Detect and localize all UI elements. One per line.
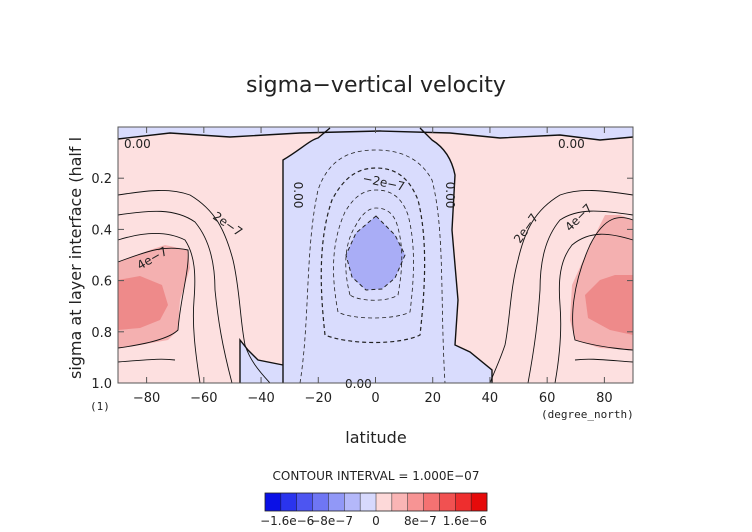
y-tick-label: 0.8 bbox=[91, 326, 112, 341]
y-unit-label: (1) bbox=[90, 400, 110, 413]
x-tick-label: −60 bbox=[190, 391, 217, 406]
colorbar-tick-label: −1.6e−6 bbox=[260, 514, 314, 528]
colorbar-swatch bbox=[423, 493, 440, 511]
negative-region-left-edge bbox=[240, 340, 283, 383]
y-tick-label: 0.2 bbox=[91, 172, 112, 187]
colorbar-swatch bbox=[360, 493, 377, 511]
contour-label: 0.00 bbox=[558, 137, 585, 151]
x-tick-label: −20 bbox=[305, 391, 332, 406]
colorbar-swatch bbox=[280, 493, 298, 511]
x-tick-label: 20 bbox=[424, 391, 441, 406]
colorbar-swatch bbox=[312, 493, 329, 511]
zero-contours bbox=[117, 127, 634, 383]
positive-contours bbox=[117, 190, 634, 384]
colorbar-swatch bbox=[391, 493, 409, 511]
colorbar-swatch bbox=[296, 493, 313, 511]
colorbar-swatch bbox=[455, 493, 472, 511]
colorbar-tick-label: 1.6e−6 bbox=[443, 514, 487, 528]
y-tick-label: 1.0 bbox=[91, 377, 112, 392]
colorbar-tick-label: −8e−7 bbox=[310, 514, 353, 528]
colorbar-swatch bbox=[265, 493, 282, 511]
colorbar-swatch bbox=[471, 493, 488, 511]
colorbar-swatch bbox=[407, 493, 424, 511]
x-tick-label: −40 bbox=[247, 391, 274, 406]
contour-label: 0.00 bbox=[443, 182, 457, 209]
x-axis-label: latitude bbox=[345, 428, 406, 447]
colorbar-swatch bbox=[439, 493, 456, 511]
y-tick-label: 0.4 bbox=[91, 223, 112, 238]
chart-title: sigma−vertical velocity bbox=[246, 73, 506, 98]
positive-region-left-inner bbox=[118, 276, 168, 330]
x-tick-label: −80 bbox=[133, 391, 160, 406]
negative-contours bbox=[299, 149, 446, 384]
y-tick-label: 0.6 bbox=[91, 275, 112, 290]
contour-label: 0.00 bbox=[345, 377, 372, 391]
colorbar bbox=[264, 492, 488, 512]
y-axis-label: sigma at layer interface (half l bbox=[66, 137, 85, 379]
colorbar-ticks: −1.6e−6−8e−7 0 8e−7 1.6e−6 bbox=[260, 514, 487, 528]
top-negative-band bbox=[118, 127, 633, 140]
colorbar-tick-label: 8e−7 bbox=[404, 514, 437, 528]
x-axis: −80 −60 −40 −20 0 20 40 60 80 bbox=[133, 127, 613, 406]
colorbar-tick-label: 0 bbox=[372, 514, 380, 528]
x-tick-label: 40 bbox=[482, 391, 499, 406]
y-axis: 0.2 0.4 0.6 0.8 1.0 bbox=[91, 172, 633, 392]
negative-core bbox=[346, 216, 405, 290]
colorbar-swatch bbox=[328, 493, 345, 511]
plot-area: 0.00 0.00 0.00 0.00 0.00 −2e−7 2e−7 2e−7… bbox=[117, 126, 634, 391]
contour-label: 0.00 bbox=[124, 137, 151, 151]
x-tick-label: 60 bbox=[539, 391, 556, 406]
positive-region-right-inner bbox=[585, 275, 633, 335]
x-tick-label: 0 bbox=[371, 391, 379, 406]
colorbar-swatch bbox=[376, 493, 393, 511]
colorbar-swatch bbox=[344, 493, 361, 511]
x-unit-label: (degree_north) bbox=[541, 408, 634, 421]
x-tick-label: 80 bbox=[596, 391, 613, 406]
contour-label: 0.00 bbox=[291, 182, 305, 209]
contour-interval-label: CONTOUR INTERVAL = 1.000E−07 bbox=[273, 469, 480, 483]
